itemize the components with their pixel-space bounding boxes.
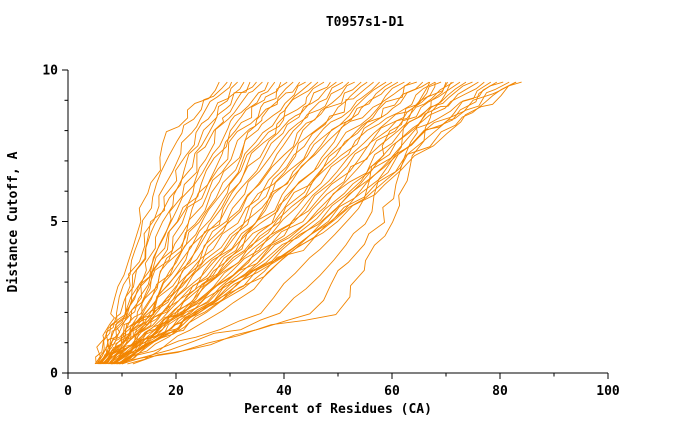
model-curve [118,81,492,365]
model-curve [105,81,355,365]
model-curve [117,81,473,365]
chart-title: T0957s1-D1 [326,15,404,30]
model-curve [121,81,522,365]
tick-labels: 0 20 40 60 80 100 0 5 10 [42,64,620,400]
model-curve [107,81,362,365]
y-axis-label: Distance Cutoff, A [6,151,21,292]
model-curve [112,81,430,365]
model-curve [104,81,344,365]
model-curve [116,81,431,365]
model-curve [102,81,301,365]
model-curve [111,81,452,365]
x-tick-label: 40 [276,384,292,399]
model-curve [113,81,424,365]
model-curve [121,82,436,365]
model-curve [100,81,294,365]
model-curve [95,81,228,364]
tick-marks [62,69,609,379]
model-curve [99,81,282,365]
model-curve [96,81,238,365]
model-curve [100,81,276,365]
x-tick-label: 100 [596,384,620,399]
model-curve [114,81,436,365]
x-tick-label: 0 [64,384,72,399]
x-tick-label: 80 [492,384,508,399]
model-curve [97,81,251,365]
model-curve [108,81,374,365]
model-curve [120,81,516,365]
curve-lines [94,81,522,365]
model-curve [98,81,269,365]
model-curve [94,81,220,365]
model-curve [115,81,448,365]
x-axis-label: Percent of Residues (CA) [244,402,432,417]
model-curve [110,81,399,365]
x-tick-label: 20 [168,384,184,399]
model-curve [105,81,337,365]
model-curve [98,81,263,365]
model-curve [96,81,245,365]
model-curve [95,81,233,365]
model-curve [110,81,405,365]
model-curve [103,81,312,365]
y-tick-label: 10 [42,64,58,79]
x-tick-label: 60 [384,384,400,399]
y-tick-label: 0 [50,367,58,382]
y-tick-label: 5 [50,215,58,230]
model-curve [119,81,504,365]
model-curve [127,81,517,365]
model-curve [103,81,331,365]
model-curve [120,81,510,365]
model-curve [108,81,380,365]
model-curve [132,81,447,365]
model-curve [113,81,442,365]
model-curve [101,81,306,365]
model-curve [118,81,485,365]
